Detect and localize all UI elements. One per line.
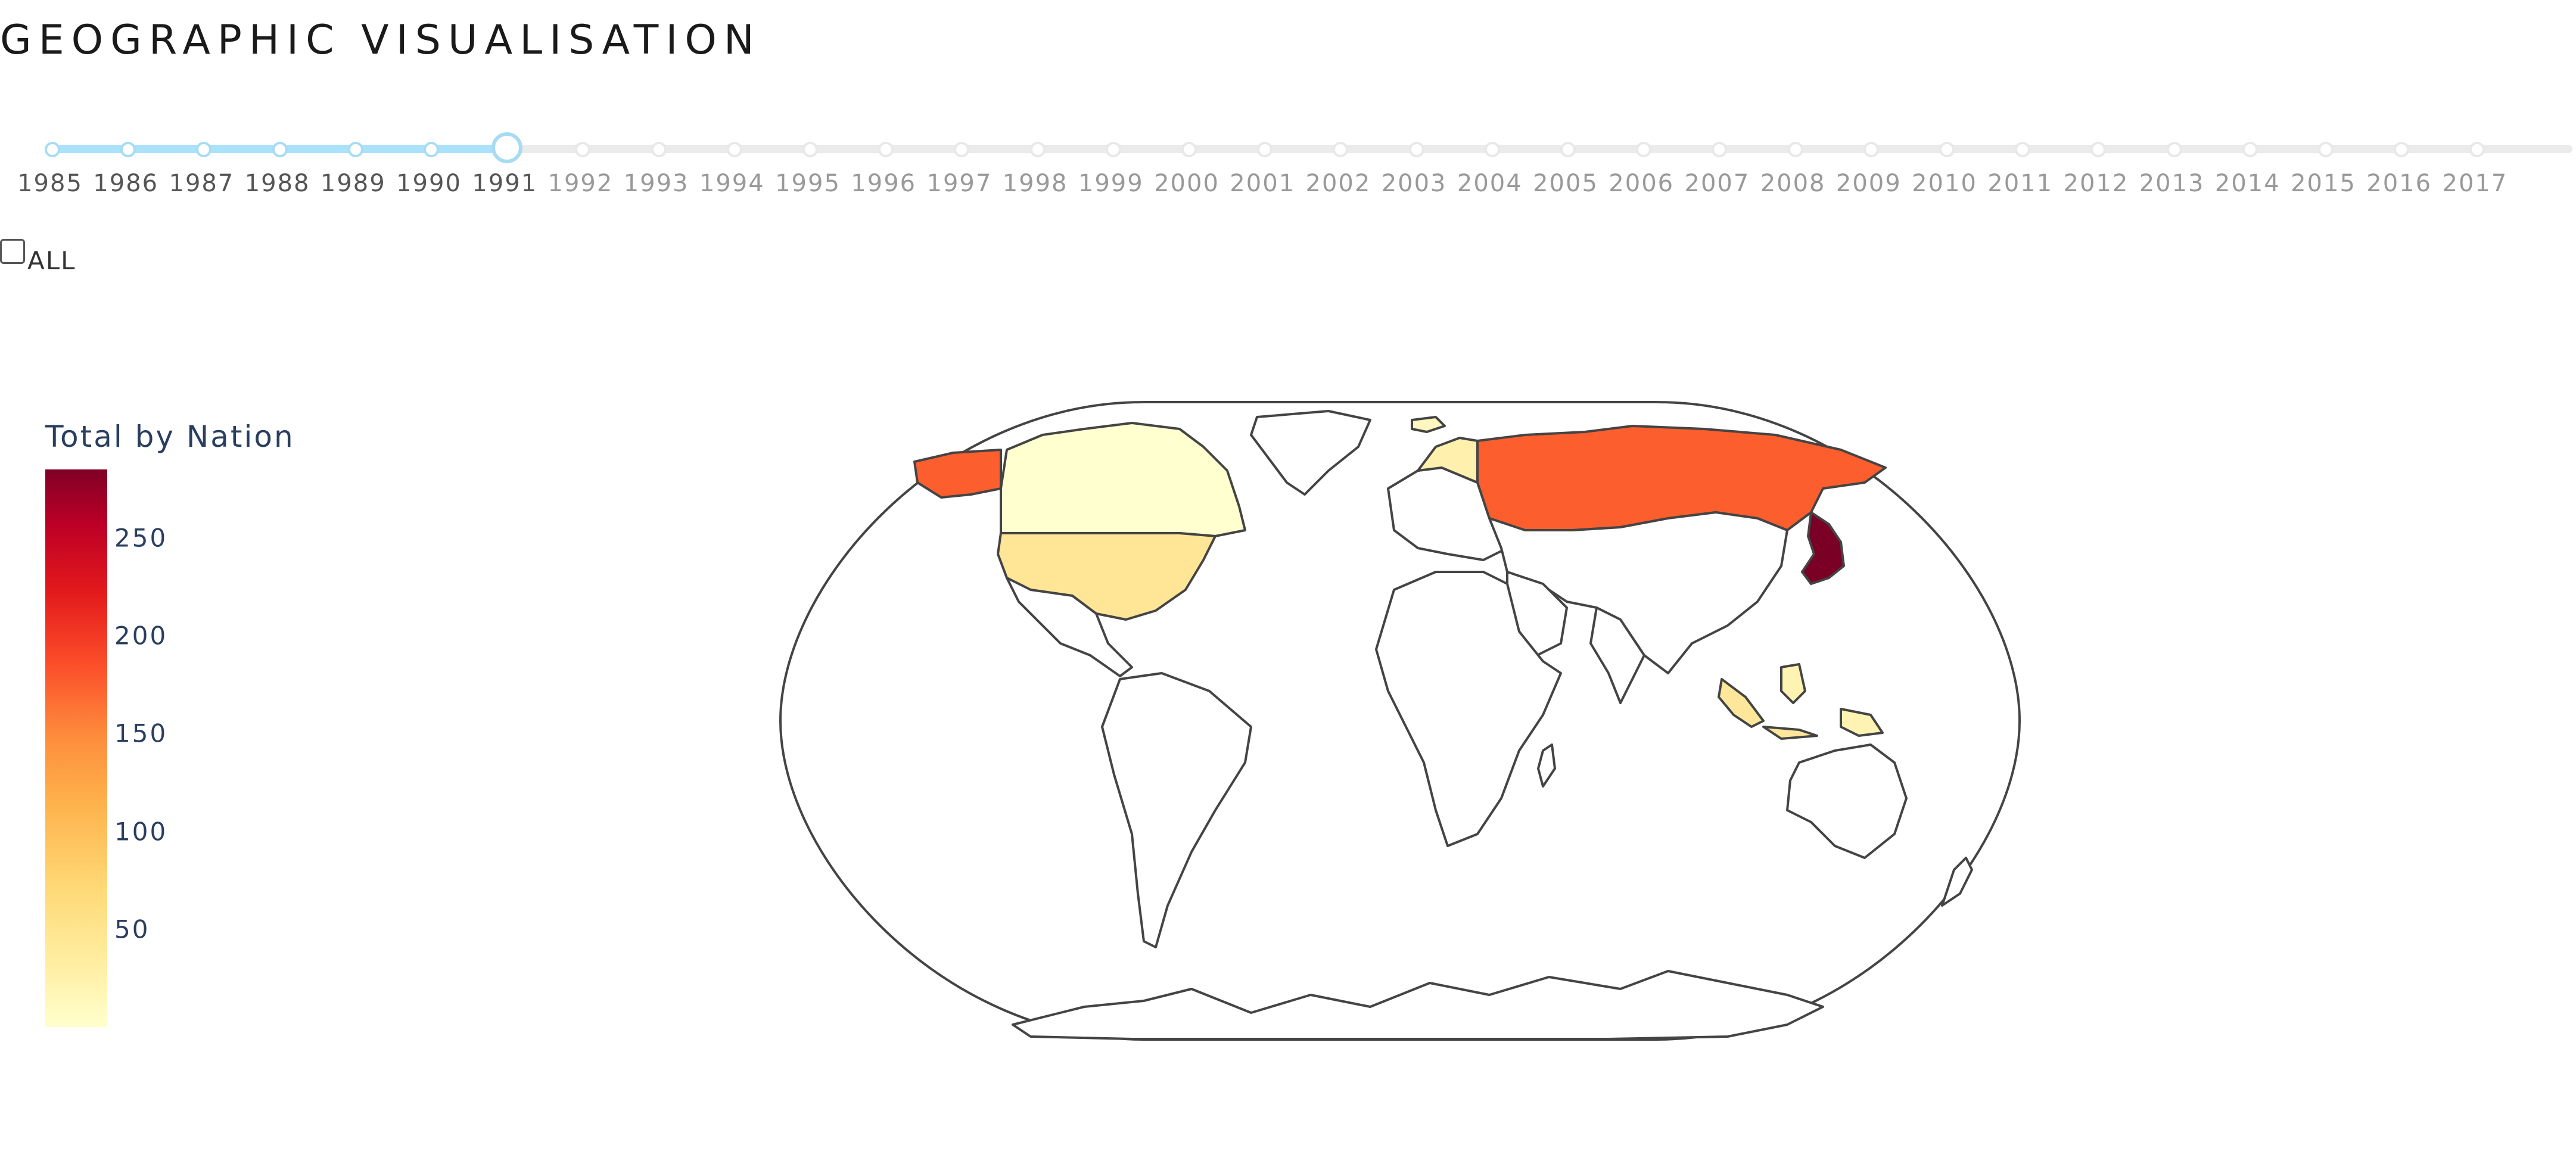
colorbar-tick-150: 150 bbox=[114, 718, 168, 748]
slider-label-1985[interactable]: 1985 bbox=[17, 170, 83, 197]
region-africa[interactable] bbox=[1375, 571, 1562, 847]
slider-step-1999[interactable] bbox=[1105, 142, 1121, 157]
slider-label-2004[interactable]: 2004 bbox=[1457, 170, 1523, 197]
region-madagascar[interactable] bbox=[1537, 743, 1556, 788]
slider-step-2009[interactable] bbox=[1863, 142, 1879, 157]
slider-label-1987[interactable]: 1987 bbox=[169, 170, 235, 197]
slider-label-2017[interactable]: 2017 bbox=[2442, 170, 2508, 197]
slider-step-2005[interactable] bbox=[1560, 142, 1576, 157]
colorbar bbox=[45, 469, 107, 1027]
slider-step-2002[interactable] bbox=[1333, 142, 1349, 157]
slider-label-1997[interactable]: 1997 bbox=[926, 170, 993, 197]
slider-step-1989[interactable] bbox=[347, 142, 363, 157]
slider-label-1996[interactable]: 1996 bbox=[851, 170, 917, 197]
slider-step-1993[interactable] bbox=[651, 142, 667, 157]
slider-label-1990[interactable]: 1990 bbox=[396, 170, 462, 197]
slider-step-1988[interactable] bbox=[272, 142, 288, 157]
slider-label-2001[interactable]: 2001 bbox=[1230, 170, 1296, 197]
region-antarctica[interactable] bbox=[1012, 970, 1824, 1040]
slider-step-1987[interactable] bbox=[196, 142, 212, 157]
slider-label-2011[interactable]: 2011 bbox=[1987, 170, 2054, 197]
slider-label-2008[interactable]: 2008 bbox=[1760, 170, 1826, 197]
slider-label-2016[interactable]: 2016 bbox=[2366, 170, 2432, 197]
slider-label-2006[interactable]: 2006 bbox=[1609, 170, 1675, 197]
region-india[interactable] bbox=[1589, 606, 1645, 704]
colorbar-tick-100: 100 bbox=[114, 817, 168, 847]
region-iceland[interactable] bbox=[1411, 416, 1446, 433]
slider-label-1986[interactable]: 1986 bbox=[93, 170, 159, 197]
slider-label-2015[interactable]: 2015 bbox=[2291, 170, 2356, 197]
slider-step-2000[interactable] bbox=[1181, 142, 1197, 157]
slider-year-labels: 1985 1986 1987 1988 1989 1990 1991 1992 1993 1994… bbox=[0, 170, 2576, 206]
slider-step-2013[interactable] bbox=[2166, 142, 2182, 157]
slider-step-1986[interactable] bbox=[120, 142, 136, 157]
slider-step-2012[interactable] bbox=[2090, 142, 2107, 157]
slider-step-1990[interactable] bbox=[424, 142, 439, 157]
slider-label-1993[interactable]: 1993 bbox=[623, 170, 689, 197]
all-checkbox-label: ALL bbox=[27, 246, 76, 275]
colorbar-tick-250: 250 bbox=[114, 523, 168, 553]
slider-label-1994[interactable]: 1994 bbox=[699, 170, 765, 197]
region-indonesia[interactable] bbox=[1718, 678, 1818, 740]
region-new-zealand[interactable] bbox=[1941, 857, 1973, 907]
slider-label-2014[interactable]: 2014 bbox=[2214, 170, 2281, 197]
slider-label-1989[interactable]: 1989 bbox=[320, 170, 386, 197]
slider-handle[interactable] bbox=[491, 132, 523, 163]
region-south-america[interactable] bbox=[1101, 672, 1252, 948]
slider-label-2002[interactable]: 2002 bbox=[1305, 170, 1371, 197]
slider-step-1996[interactable] bbox=[878, 142, 894, 157]
region-greenland[interactable] bbox=[1250, 410, 1371, 496]
world-map[interactable] bbox=[774, 393, 2026, 1048]
region-australia[interactable] bbox=[1786, 743, 1908, 859]
slider-step-2017[interactable] bbox=[2469, 142, 2485, 157]
colorbar-tick-200: 200 bbox=[114, 621, 168, 651]
slider-step-1992[interactable] bbox=[575, 142, 591, 157]
slider-label-1988[interactable]: 1988 bbox=[244, 170, 310, 197]
all-years-toggle[interactable]: ALL bbox=[0, 235, 76, 275]
slider-label-1999[interactable]: 1999 bbox=[1078, 170, 1144, 197]
page-title: GEOGRAPHIC VISUALISATION bbox=[0, 17, 761, 64]
region-philippines[interactable] bbox=[1780, 663, 1806, 704]
slider-step-2006[interactable] bbox=[1636, 142, 1652, 157]
slider-step-1998[interactable] bbox=[1029, 142, 1046, 157]
slider-step-2011[interactable] bbox=[2015, 142, 2031, 157]
colorbar-title: Total by Nation bbox=[45, 419, 295, 454]
slider-label-1992[interactable]: 1992 bbox=[547, 170, 614, 197]
slider-step-2010[interactable] bbox=[1939, 142, 1955, 157]
region-japan[interactable] bbox=[1801, 511, 1845, 585]
slider-label-2010[interactable]: 2010 bbox=[1912, 170, 1977, 197]
slider-step-1985[interactable] bbox=[45, 142, 60, 157]
region-alaska[interactable] bbox=[913, 449, 1002, 499]
slider-step-1995[interactable] bbox=[802, 142, 818, 157]
year-slider[interactable] bbox=[36, 125, 2574, 173]
slider-label-2000[interactable]: 2000 bbox=[1154, 170, 1219, 197]
slider-step-2016[interactable] bbox=[2394, 142, 2410, 157]
slider-label-2012[interactable]: 2012 bbox=[2063, 170, 2129, 197]
region-papua-new-guinea[interactable] bbox=[1840, 708, 1884, 737]
slider-step-1997[interactable] bbox=[954, 142, 970, 157]
all-checkbox[interactable] bbox=[0, 239, 25, 264]
slider-label-1991[interactable]: 1991 bbox=[472, 170, 538, 197]
slider-label-2007[interactable]: 2007 bbox=[1684, 170, 1750, 197]
slider-step-2007[interactable] bbox=[1712, 142, 1728, 157]
slider-step-2003[interactable] bbox=[1408, 142, 1424, 157]
slider-step-2001[interactable] bbox=[1257, 142, 1273, 157]
slider-label-2003[interactable]: 2003 bbox=[1381, 170, 1447, 197]
world-map-svg[interactable] bbox=[774, 393, 2026, 1048]
slider-label-2013[interactable]: 2013 bbox=[2139, 170, 2205, 197]
slider-step-1994[interactable] bbox=[726, 142, 742, 157]
region-central-america[interactable] bbox=[1006, 577, 1133, 677]
slider-label-2005[interactable]: 2005 bbox=[1533, 170, 1598, 197]
slider-step-2008[interactable] bbox=[1787, 142, 1803, 157]
slider-label-1998[interactable]: 1998 bbox=[1002, 170, 1068, 197]
slider-step-2004[interactable] bbox=[1484, 142, 1500, 157]
slider-step-2014[interactable] bbox=[2242, 142, 2258, 157]
slider-label-2009[interactable]: 2009 bbox=[1835, 170, 1902, 197]
slider-step-2015[interactable] bbox=[2318, 142, 2334, 157]
colorbar-tick-50: 50 bbox=[114, 914, 150, 944]
slider-label-1995[interactable]: 1995 bbox=[775, 170, 841, 197]
